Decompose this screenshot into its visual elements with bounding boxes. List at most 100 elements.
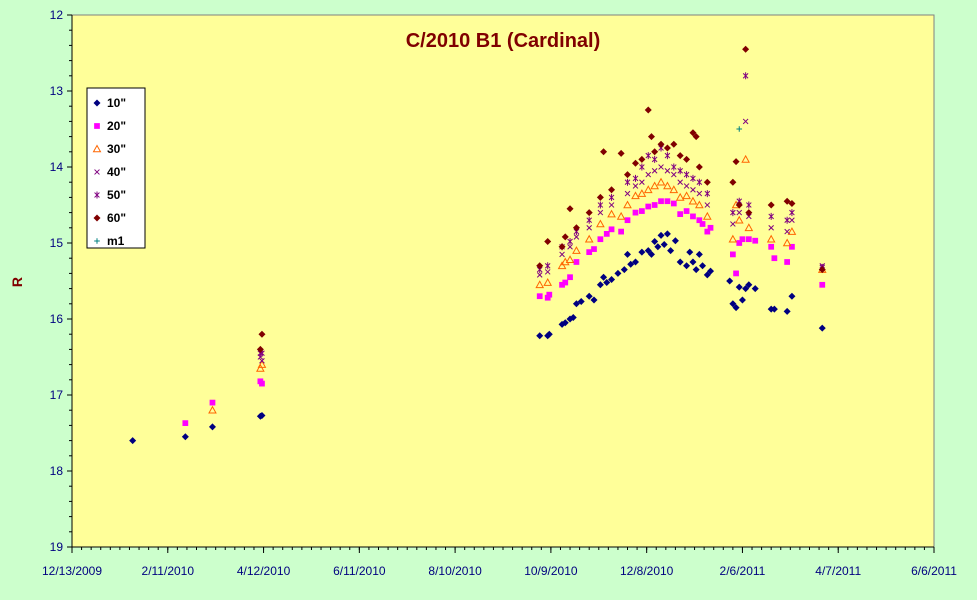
data-point [614, 269, 622, 277]
data-point [663, 181, 672, 190]
data-point [656, 177, 666, 186]
series-2 [182, 198, 826, 426]
data-point [608, 193, 615, 201]
legend-marker [94, 169, 100, 175]
data-point [651, 202, 658, 208]
series-7 [736, 126, 743, 132]
data-point [597, 201, 604, 209]
plot-area [71, 14, 935, 548]
data-point [696, 217, 703, 224]
data-point [544, 269, 551, 275]
data-point [658, 164, 664, 170]
data-point [631, 159, 639, 167]
data-point [688, 196, 698, 205]
data-point [645, 203, 652, 210]
y-tick-label: 12 [50, 8, 64, 22]
data-point [704, 202, 711, 208]
data-point [638, 155, 646, 163]
y-axis: 12 13 14 15 16 17 18 19 [50, 8, 73, 554]
data-point [683, 183, 690, 189]
data-point [736, 240, 743, 246]
data-point [620, 266, 628, 274]
data-point [567, 274, 573, 281]
data-point [577, 298, 585, 306]
data-point [616, 211, 626, 220]
data-point [535, 280, 545, 289]
data-point [569, 313, 577, 321]
legend-marker [94, 238, 100, 244]
data-point [745, 236, 752, 243]
data-point [631, 258, 639, 266]
data-point [182, 420, 189, 426]
data-point [600, 148, 608, 156]
series-1 [129, 230, 826, 445]
data-point [129, 437, 137, 445]
data-point [745, 281, 753, 289]
data-point [667, 247, 675, 255]
data-point [584, 234, 594, 243]
data-point [596, 219, 605, 228]
x-tick-label: 2/11/2010 [142, 564, 195, 578]
data-point [647, 133, 655, 141]
data-point [536, 332, 544, 340]
data-point [624, 190, 631, 197]
data-point [558, 243, 566, 251]
x-tick-label: 10/9/2010 [524, 564, 578, 578]
legend-label: 10" [107, 96, 126, 110]
data-point [632, 174, 639, 182]
data-point [543, 277, 553, 286]
y-tick-label: 13 [50, 84, 64, 98]
data-point [573, 234, 580, 240]
data-point [259, 357, 265, 364]
data-point [670, 200, 677, 207]
data-point [639, 208, 645, 214]
data-point [650, 181, 659, 190]
data-point [597, 209, 604, 216]
legend-marker [94, 123, 100, 129]
data-point [686, 248, 694, 256]
data-point [647, 250, 655, 258]
data-point [742, 45, 750, 53]
series-layer [129, 45, 827, 445]
data-point [632, 209, 639, 216]
data-point [591, 246, 597, 252]
x-tick-label: 6/6/2011 [911, 564, 957, 578]
data-point [770, 305, 778, 313]
data-point [741, 154, 750, 163]
data-point [258, 330, 266, 338]
data-point [745, 209, 753, 217]
data-point [607, 209, 616, 218]
data-point [572, 224, 580, 232]
data-point [567, 243, 573, 250]
data-point [559, 281, 565, 288]
data-point [256, 345, 264, 353]
data-point [699, 262, 707, 270]
data-point [677, 167, 683, 175]
data-point [675, 192, 685, 201]
y-tick-label: 19 [50, 540, 64, 554]
data-point [657, 231, 665, 239]
data-point [603, 279, 611, 287]
data-point [671, 163, 677, 171]
data-point [596, 281, 604, 289]
y-tick-label: 16 [50, 312, 64, 326]
data-point [729, 178, 737, 186]
data-point [771, 255, 778, 262]
data-point [736, 126, 743, 132]
data-point [690, 186, 696, 193]
data-point [643, 185, 653, 194]
data-point [565, 255, 575, 264]
data-point [618, 228, 624, 235]
data-point [734, 215, 744, 224]
data-point [744, 223, 754, 232]
data-point [728, 234, 738, 243]
data-point [586, 249, 593, 255]
data-point [690, 174, 696, 182]
legend-label: 60" [107, 211, 126, 225]
legend-marker [93, 99, 101, 107]
series-3 [208, 154, 827, 414]
data-point [664, 167, 671, 174]
data-point [671, 237, 679, 245]
data-point [654, 243, 662, 251]
legend: 10" 20" 30" 40" 50" 60" m1 [86, 87, 146, 249]
